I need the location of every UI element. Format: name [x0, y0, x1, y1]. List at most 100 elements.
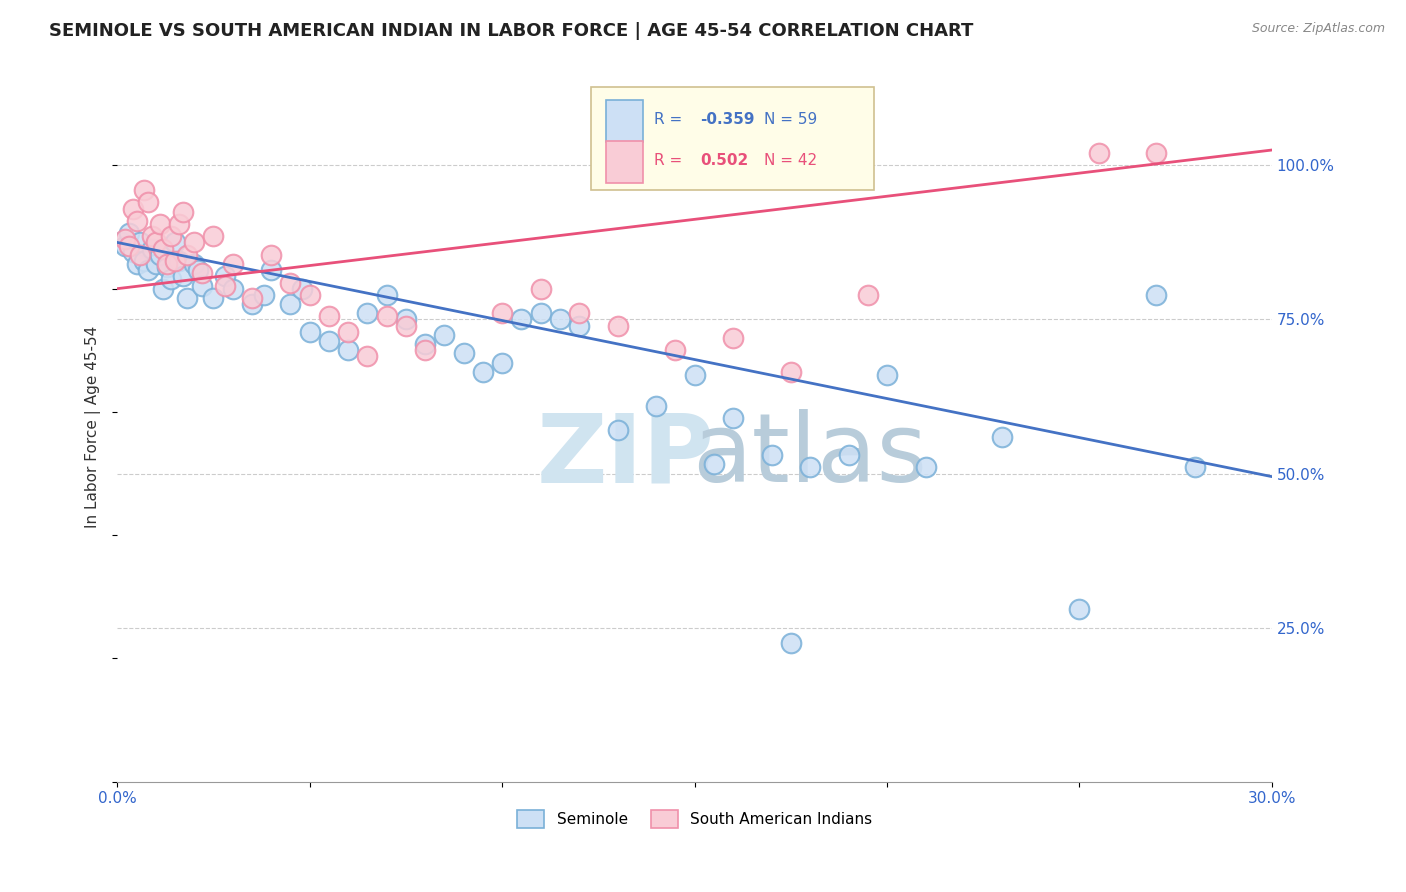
Text: 0.502: 0.502 — [700, 153, 748, 168]
Point — [252, 288, 274, 302]
Text: N = 59: N = 59 — [763, 112, 817, 127]
Point — [876, 368, 898, 382]
Text: R =: R = — [654, 112, 688, 127]
Point — [167, 254, 190, 268]
Legend: Seminole, South American Indians: Seminole, South American Indians — [510, 805, 879, 834]
Point — [471, 365, 494, 379]
Point — [156, 260, 179, 274]
Point — [141, 242, 163, 256]
Point — [510, 312, 533, 326]
Point — [530, 306, 553, 320]
Point — [202, 291, 225, 305]
Point — [413, 343, 436, 358]
FancyBboxPatch shape — [606, 141, 643, 183]
Point — [721, 331, 744, 345]
Point — [149, 217, 172, 231]
Point — [240, 291, 263, 305]
Point — [1146, 146, 1168, 161]
Point — [176, 248, 198, 262]
Point — [214, 278, 236, 293]
Point — [838, 448, 860, 462]
Text: N = 42: N = 42 — [763, 153, 817, 168]
Point — [568, 318, 591, 333]
Point — [356, 350, 378, 364]
Point — [163, 254, 186, 268]
Text: -0.359: -0.359 — [700, 112, 755, 127]
Text: Source: ZipAtlas.com: Source: ZipAtlas.com — [1251, 22, 1385, 36]
Point — [118, 238, 141, 252]
Point — [280, 276, 302, 290]
Point — [129, 248, 152, 262]
Point — [260, 248, 283, 262]
Point — [129, 235, 152, 250]
Point — [453, 346, 475, 360]
Point — [1146, 288, 1168, 302]
Point — [152, 242, 174, 256]
Point — [991, 429, 1014, 443]
Point — [152, 282, 174, 296]
Point — [280, 297, 302, 311]
Point — [337, 325, 360, 339]
FancyBboxPatch shape — [591, 87, 873, 190]
FancyBboxPatch shape — [606, 100, 643, 142]
Point — [134, 254, 156, 268]
Point — [183, 257, 205, 271]
Point — [163, 235, 186, 250]
Point — [799, 460, 821, 475]
Point — [1087, 146, 1109, 161]
Point — [176, 291, 198, 305]
Point — [125, 214, 148, 228]
Point — [530, 282, 553, 296]
Point — [240, 297, 263, 311]
Point — [491, 356, 513, 370]
Point — [222, 282, 245, 296]
Text: SEMINOLE VS SOUTH AMERICAN INDIAN IN LABOR FORCE | AGE 45-54 CORRELATION CHART: SEMINOLE VS SOUTH AMERICAN INDIAN IN LAB… — [49, 22, 973, 40]
Point — [1184, 460, 1206, 475]
Point — [318, 334, 340, 348]
Point — [167, 217, 190, 231]
Point — [172, 204, 194, 219]
Point — [375, 310, 398, 324]
Point — [298, 325, 321, 339]
Point — [779, 636, 801, 650]
Point — [149, 248, 172, 262]
Point — [136, 195, 159, 210]
Point — [214, 269, 236, 284]
Point — [145, 257, 167, 271]
Point — [183, 235, 205, 250]
Point — [114, 232, 136, 246]
Point — [191, 266, 214, 280]
Point — [134, 183, 156, 197]
Point — [856, 288, 879, 302]
Text: atlas: atlas — [693, 409, 928, 502]
Point — [337, 343, 360, 358]
Text: ZIP: ZIP — [536, 409, 714, 502]
Point — [395, 318, 418, 333]
Point — [156, 257, 179, 271]
Point — [606, 318, 628, 333]
Point — [222, 257, 245, 271]
Point — [721, 411, 744, 425]
Point — [110, 235, 132, 250]
Point — [395, 312, 418, 326]
Point — [664, 343, 686, 358]
Point — [606, 424, 628, 438]
Point — [202, 229, 225, 244]
Point — [1069, 602, 1091, 616]
Point — [191, 278, 214, 293]
Point — [548, 312, 571, 326]
Point — [172, 269, 194, 284]
Point — [645, 399, 668, 413]
Point — [413, 337, 436, 351]
Point — [703, 458, 725, 472]
Point — [568, 306, 591, 320]
Point — [145, 235, 167, 250]
Point — [118, 226, 141, 240]
Point — [298, 288, 321, 302]
Point — [141, 229, 163, 244]
Text: R =: R = — [654, 153, 692, 168]
Point — [291, 282, 314, 296]
Point — [433, 327, 456, 342]
Point — [125, 257, 148, 271]
Point — [114, 238, 136, 252]
